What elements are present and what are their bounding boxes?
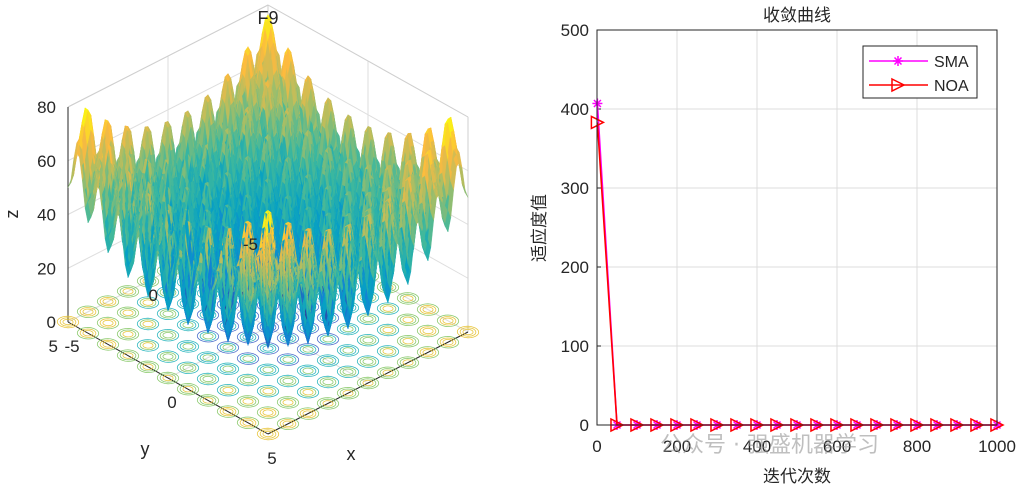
tick-labels: 0 200 400 600 800 1000 0 100 200 300 400 500 xyxy=(561,21,1016,456)
y-tick-label: -5 xyxy=(243,235,258,254)
watermark: 公众号 · 强盛机器学习 xyxy=(660,433,879,458)
x-tick-label: 600 xyxy=(823,437,851,456)
x-tick-label: 200 xyxy=(663,437,691,456)
x-tick-label: 400 xyxy=(743,437,771,456)
z-tick-label: 60 xyxy=(37,152,56,171)
x-tick-label: -5 xyxy=(64,337,79,356)
y-tick-label: 0 xyxy=(580,416,589,435)
legend-marker-noa xyxy=(891,77,906,93)
surface-mesh xyxy=(67,14,469,350)
surface-zlabel: z xyxy=(2,210,22,219)
z-tick-label: 20 xyxy=(37,259,56,278)
x-tick-label: 1000 xyxy=(978,437,1016,456)
y-tick-label: 400 xyxy=(561,100,589,119)
convergence-plot: 0 200 400 600 800 1000 0 100 200 300 400 500 收敛曲线 迭… xyxy=(530,6,1016,487)
x-tick-label: 0 xyxy=(167,393,176,412)
surface-xlabel: x xyxy=(347,444,356,464)
y-tick-label: 0 xyxy=(149,286,158,305)
x-tick-label: 800 xyxy=(903,437,931,456)
convergence-ylabel: 适应度值 xyxy=(530,194,550,262)
y-tick-label: 300 xyxy=(561,179,589,198)
convergence-title: 收敛曲线 xyxy=(763,6,831,26)
x-tick-label: 5 xyxy=(267,449,276,468)
convergence-xlabel: 迭代次数 xyxy=(763,467,831,487)
legend: SMA NOA xyxy=(862,45,978,99)
surface-title: F9 xyxy=(257,8,278,28)
y-tick-label: 100 xyxy=(561,337,589,356)
z-tick-label: 40 xyxy=(37,206,56,225)
surface-ylabel: y xyxy=(141,439,150,459)
surface-plot: 0 20 40 60 80 -5 0 5 -5 0 5 F9 x y z xyxy=(2,4,480,468)
surface-tick-labels: 0 20 40 60 80 -5 0 5 -5 0 5 xyxy=(37,98,277,468)
legend-label-sma: SMA xyxy=(934,54,969,71)
z-tick-label: 0 xyxy=(47,313,56,332)
z-tick-label: 80 xyxy=(37,98,56,117)
y-tick-label: 500 xyxy=(561,21,589,40)
legend-label-noa: NOA xyxy=(934,78,969,95)
y-tick-label: 200 xyxy=(561,258,589,277)
y-tick-label: 5 xyxy=(49,337,58,356)
legend-box xyxy=(862,45,978,99)
axes-frame xyxy=(596,29,998,426)
legend-marker-sma xyxy=(893,56,903,66)
x-tick-label: 0 xyxy=(592,437,601,456)
